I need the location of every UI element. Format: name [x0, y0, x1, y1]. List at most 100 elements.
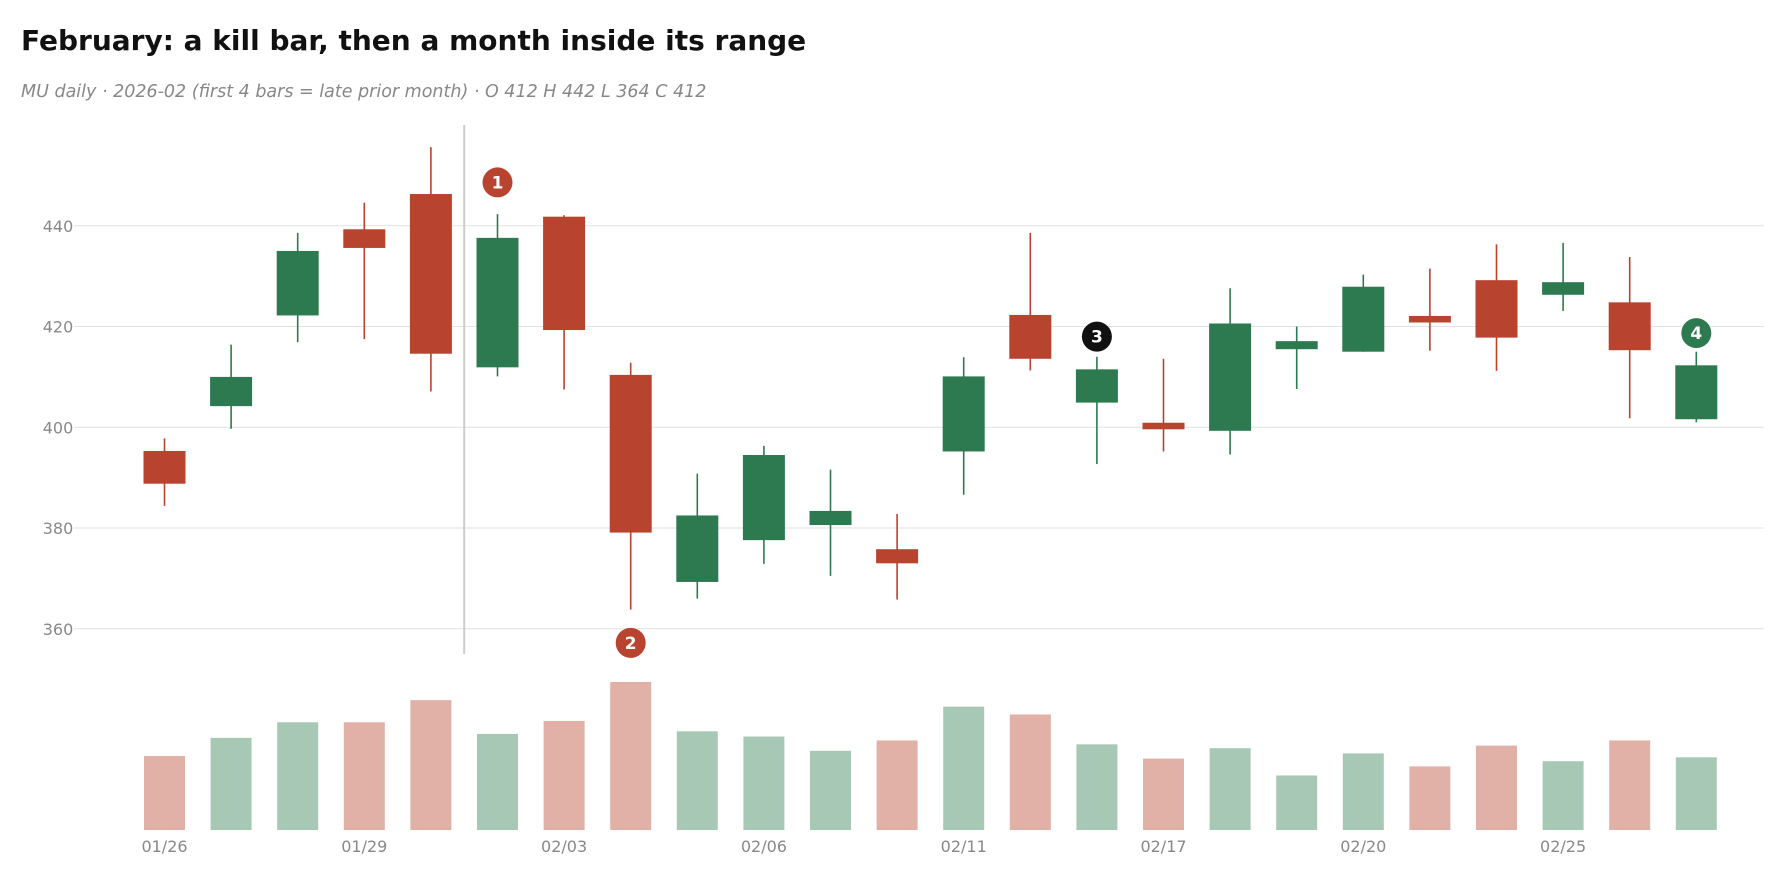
x-tick-label: 01/29: [341, 837, 387, 856]
candle: [676, 473, 719, 599]
volume-bar: [543, 720, 585, 830]
candle-body: [210, 376, 253, 407]
x-tick-label: 02/03: [541, 837, 587, 856]
annotation-label: 2: [625, 634, 637, 654]
y-axis-ticks: 360 380 400 420 440: [43, 217, 74, 639]
y-tick-label: 440: [43, 217, 74, 236]
annotation-marker-4: 4: [1681, 318, 1712, 349]
candle: [876, 513, 919, 600]
candle-body: [1009, 314, 1052, 359]
candle: [1075, 356, 1118, 465]
x-tick-label: 02/11: [941, 837, 987, 856]
candle-body: [1475, 280, 1518, 338]
candle-body: [409, 194, 452, 354]
y-tick-label: 420: [43, 318, 74, 337]
candle-body: [609, 374, 652, 533]
volume-bar: [876, 740, 918, 830]
candle-body: [942, 376, 985, 452]
candle: [276, 232, 319, 343]
candle-body: [742, 454, 785, 541]
candle: [1675, 351, 1718, 423]
x-axis-ticks: 01/26 01/29 02/03 02/06 02/11 02/17 02/20 02/25: [141, 837, 1586, 856]
volume-bar: [1076, 744, 1118, 830]
y-tick-label: 400: [43, 418, 74, 437]
candle: [942, 357, 985, 495]
candle: [1342, 274, 1385, 352]
volume-bar: [410, 700, 452, 830]
x-tick-label: 02/20: [1340, 837, 1386, 856]
volume-bar: [477, 733, 518, 830]
annotation-label: 4: [1690, 324, 1702, 344]
candle: [210, 344, 253, 429]
chart-subtitle: MU daily · 2026-02 (first 4 bars = late …: [21, 82, 707, 102]
candle: [1408, 268, 1451, 351]
candle: [1542, 242, 1585, 311]
annotation-label: 1: [492, 173, 504, 193]
volume-bar: [1609, 740, 1651, 830]
candles: [143, 147, 1718, 610]
volume-bar: [1009, 714, 1051, 830]
x-tick-label: 01/26: [141, 837, 187, 856]
volume-bar: [144, 756, 185, 830]
candle: [742, 445, 785, 564]
x-tick-label: 02/06: [741, 837, 787, 856]
candle-body: [1608, 302, 1651, 351]
volume-bar: [610, 682, 652, 830]
candle-body: [676, 515, 719, 582]
x-tick-label: 02/25: [1540, 837, 1586, 856]
y-tick-label: 380: [43, 519, 74, 538]
annotation-label: 3: [1091, 328, 1103, 348]
candle: [1209, 288, 1252, 455]
annotations: 1 2 3 4: [482, 167, 1712, 658]
annotation-marker-3: 3: [1081, 321, 1112, 352]
annotation-circle: [1081, 321, 1112, 352]
candle-body: [343, 229, 386, 248]
candle: [409, 147, 452, 392]
volume-bar: [943, 706, 985, 830]
candle-body: [1275, 341, 1318, 350]
candle-body: [1408, 315, 1451, 323]
candle: [343, 202, 386, 340]
candle: [1009, 232, 1052, 371]
annotation-marker-2: 2: [615, 627, 646, 658]
volume-bar: [1143, 758, 1184, 830]
annotation-circle: [1681, 318, 1712, 349]
candle-body: [1675, 365, 1718, 420]
candle: [1608, 256, 1651, 419]
candle-body: [543, 216, 586, 331]
candle-body: [1342, 286, 1385, 352]
annotation-marker-1: 1: [482, 167, 513, 198]
annotation-circle: [615, 627, 646, 658]
candle-body: [1542, 282, 1585, 295]
candle: [609, 362, 652, 610]
volume-bar: [1542, 761, 1584, 830]
annotation-circle: [482, 167, 513, 198]
chart-title: February: a kill bar, then a month insid…: [21, 24, 807, 57]
candle: [809, 469, 852, 576]
candle: [476, 214, 519, 377]
candle-body: [143, 450, 186, 484]
volume-bar: [1476, 745, 1517, 830]
volume-bar: [210, 737, 252, 830]
candle-body: [1142, 422, 1185, 430]
candle: [1275, 326, 1318, 389]
volume-bar: [1276, 775, 1318, 830]
candle-body: [809, 510, 852, 526]
candle-body: [476, 237, 519, 368]
volume-bar: [676, 731, 718, 830]
volume-bar: [810, 750, 851, 830]
x-tick-label: 02/17: [1140, 837, 1186, 856]
candle: [143, 438, 186, 506]
candle: [1475, 244, 1518, 371]
volume-bar: [743, 736, 785, 830]
candle: [543, 215, 586, 390]
candle-body: [1209, 323, 1252, 431]
volume-bar: [1342, 753, 1384, 830]
volume-bars: [144, 682, 1717, 830]
candle: [1142, 358, 1185, 452]
candle-body: [276, 250, 319, 316]
volume-bar: [1209, 748, 1251, 830]
candle-body: [876, 549, 919, 564]
volume-bar: [1409, 766, 1451, 830]
